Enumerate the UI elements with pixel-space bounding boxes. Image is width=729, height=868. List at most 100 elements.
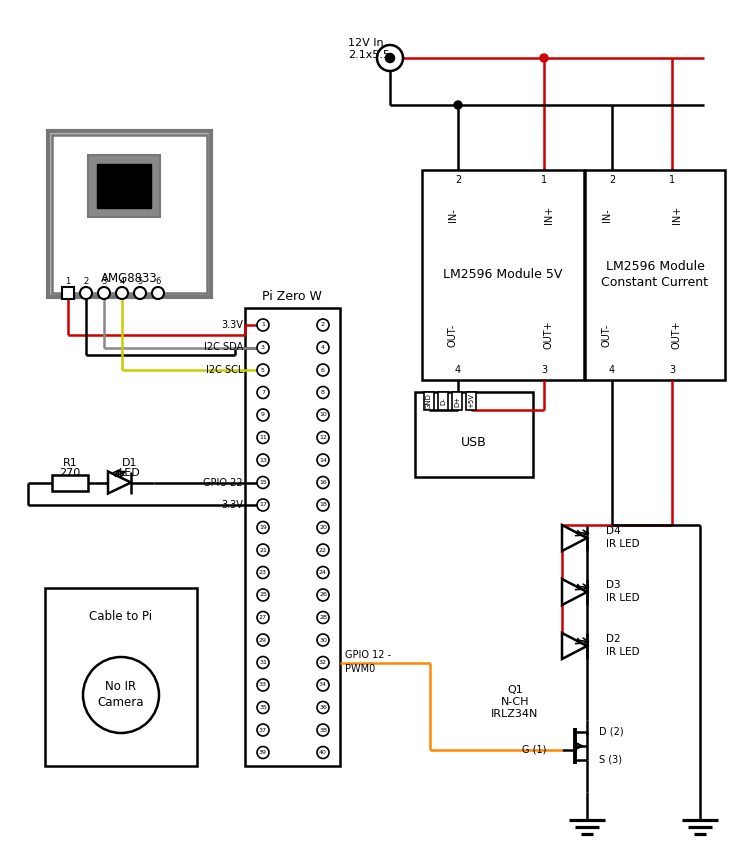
Polygon shape (108, 471, 131, 494)
Bar (62, 287, 74, 299)
Text: 35: 35 (259, 705, 267, 710)
Text: LM2596 Module 5V: LM2596 Module 5V (443, 268, 563, 281)
Text: 1: 1 (66, 277, 71, 286)
Text: 33: 33 (259, 682, 267, 687)
Text: No IR: No IR (106, 681, 136, 694)
Text: D (2): D (2) (599, 727, 623, 737)
Circle shape (257, 499, 269, 511)
Circle shape (317, 656, 329, 668)
Text: 4: 4 (455, 365, 461, 375)
Circle shape (257, 409, 269, 421)
Circle shape (80, 287, 92, 299)
Text: 37: 37 (259, 727, 267, 733)
Text: 3: 3 (541, 365, 547, 375)
Text: 3.3V: 3.3V (221, 500, 243, 510)
Circle shape (317, 454, 329, 466)
Bar (424, 392, 434, 410)
Circle shape (134, 287, 146, 299)
Circle shape (317, 611, 329, 623)
Text: Constant Current: Constant Current (601, 277, 709, 290)
Bar (245, 308, 340, 766)
Circle shape (317, 522, 329, 534)
Circle shape (257, 431, 269, 444)
Bar (585, 170, 725, 380)
Text: G (1): G (1) (522, 745, 546, 755)
Text: S (3): S (3) (599, 755, 622, 765)
Text: 3: 3 (669, 365, 675, 375)
Text: 19: 19 (259, 525, 267, 530)
Text: OUT-: OUT- (448, 324, 458, 346)
Circle shape (317, 701, 329, 713)
Text: OUT-: OUT- (602, 324, 612, 346)
Circle shape (257, 701, 269, 713)
Text: Cable to Pi: Cable to Pi (90, 609, 152, 622)
Circle shape (386, 54, 394, 62)
Text: GPIO 22: GPIO 22 (203, 477, 243, 488)
Circle shape (257, 522, 269, 534)
Bar (466, 392, 476, 410)
Text: 4: 4 (609, 365, 615, 375)
Text: 10: 10 (319, 412, 327, 418)
Text: USB: USB (461, 436, 487, 449)
Text: 15: 15 (259, 480, 267, 485)
Text: 31: 31 (259, 660, 267, 665)
Text: 30: 30 (319, 637, 327, 642)
Text: 32: 32 (319, 660, 327, 665)
Text: IN-: IN- (448, 208, 458, 222)
Text: 2: 2 (455, 175, 461, 185)
Circle shape (317, 499, 329, 511)
Text: 6: 6 (321, 367, 325, 372)
Bar (97, 164, 151, 208)
Text: 3.3V: 3.3V (221, 320, 243, 330)
Circle shape (317, 341, 329, 353)
Text: 1: 1 (541, 175, 547, 185)
Text: N-CH: N-CH (501, 697, 529, 707)
Circle shape (152, 287, 164, 299)
Text: 38: 38 (319, 727, 327, 733)
Text: IN+: IN+ (672, 206, 682, 224)
Text: 25: 25 (259, 593, 267, 597)
Text: 34: 34 (319, 682, 327, 687)
Text: OUT+: OUT+ (544, 320, 554, 349)
Text: 40: 40 (319, 750, 327, 755)
Text: 4: 4 (120, 277, 125, 286)
Text: IR LED: IR LED (606, 539, 639, 549)
Text: 26: 26 (319, 593, 327, 597)
Bar (415, 392, 533, 477)
Text: 5: 5 (261, 367, 265, 372)
Circle shape (257, 611, 269, 623)
Bar (45, 588, 197, 766)
Circle shape (257, 386, 269, 398)
Text: 3: 3 (261, 345, 265, 350)
Circle shape (257, 656, 269, 668)
Text: IN-: IN- (602, 208, 612, 222)
Text: I2C SDA: I2C SDA (203, 343, 243, 352)
Text: AMG8833: AMG8833 (101, 272, 157, 285)
Text: 2.1x5.5: 2.1x5.5 (348, 50, 390, 60)
Bar (452, 392, 462, 410)
Text: 14: 14 (319, 457, 327, 463)
Text: D-: D- (440, 398, 446, 404)
Circle shape (98, 287, 110, 299)
Text: 12V In: 12V In (348, 38, 383, 48)
Text: I2C SCL: I2C SCL (206, 365, 243, 375)
Bar (52, 135, 207, 293)
Text: 28: 28 (319, 615, 327, 620)
Text: 2: 2 (321, 323, 325, 327)
Text: D2: D2 (606, 634, 620, 644)
Text: 13: 13 (259, 457, 267, 463)
Circle shape (257, 589, 269, 601)
Text: 4: 4 (321, 345, 325, 350)
Circle shape (257, 544, 269, 556)
Circle shape (317, 746, 329, 759)
Text: 27: 27 (259, 615, 267, 620)
Bar (52, 475, 88, 490)
Text: D4: D4 (606, 526, 620, 536)
Text: Camera: Camera (98, 696, 144, 709)
Text: IRLZ34N: IRLZ34N (491, 709, 539, 719)
Text: 12: 12 (319, 435, 327, 440)
Text: IN+: IN+ (544, 206, 554, 224)
Text: 5: 5 (137, 277, 143, 286)
Text: 18: 18 (319, 503, 327, 508)
Text: +5V: +5V (468, 393, 474, 409)
